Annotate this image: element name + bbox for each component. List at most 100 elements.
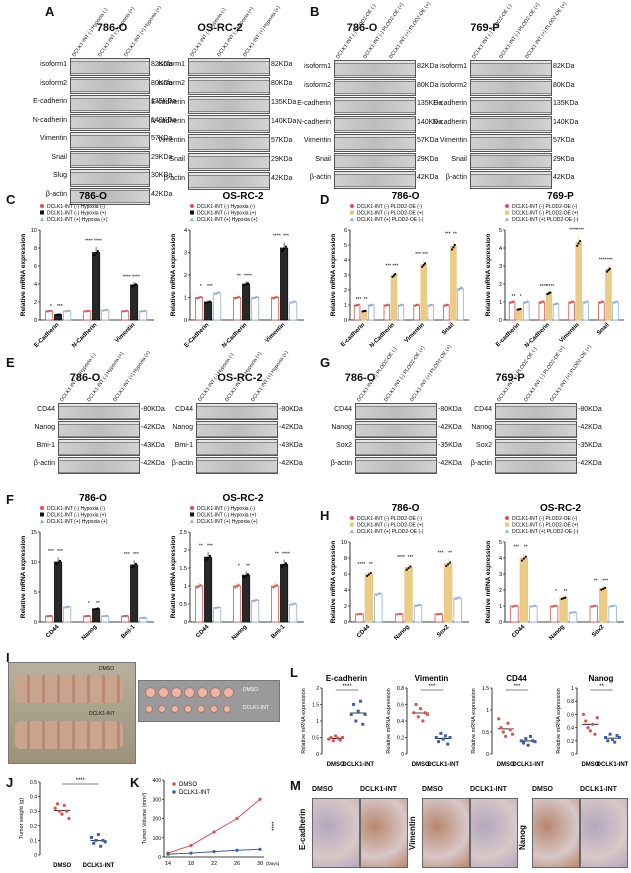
bar-point xyxy=(105,614,109,617)
bar-point xyxy=(234,586,237,589)
legend-marker xyxy=(505,210,509,215)
blot-band xyxy=(335,136,415,150)
bar-point xyxy=(542,300,545,303)
y-tick-label: 2 xyxy=(34,300,37,306)
y-tick-label: 0.6 xyxy=(397,703,404,709)
legend-marker xyxy=(190,210,194,215)
blot-kda-label: -43KDa xyxy=(279,442,303,449)
bar-point xyxy=(243,284,246,287)
bar xyxy=(251,600,260,623)
bar-point xyxy=(293,300,297,303)
blot-protein-label: CD44 xyxy=(175,406,193,413)
bar xyxy=(374,593,383,623)
bar-point xyxy=(375,594,378,597)
blot-band xyxy=(356,459,436,473)
blot-kda-label: -43KDa xyxy=(141,442,165,449)
bar-point xyxy=(562,597,565,600)
y-axis-label: Relative mRNA expression xyxy=(386,688,392,753)
legend-label: DCLK1-INT (-) Hypoxia (-) xyxy=(197,204,255,210)
blot-row xyxy=(70,113,150,131)
bar-point xyxy=(365,574,369,578)
significance-mark: *** xyxy=(48,549,54,555)
bar-point xyxy=(58,559,62,562)
bar-point xyxy=(244,574,248,577)
data-point xyxy=(96,833,100,837)
bar-point xyxy=(199,295,202,299)
x-tick-label: Snail xyxy=(596,322,611,337)
bar-point xyxy=(460,286,464,289)
bar xyxy=(195,585,204,623)
blot-protein-label: Nanog xyxy=(34,424,55,431)
bar-point xyxy=(102,309,105,312)
blot-row xyxy=(334,134,416,152)
blot-protein-label: N-cadherin xyxy=(32,116,67,124)
bar-point xyxy=(93,254,96,257)
bar-point xyxy=(208,300,212,303)
bar-point xyxy=(123,614,127,618)
bar-point xyxy=(87,309,90,312)
bar-point xyxy=(553,605,556,608)
data-point xyxy=(604,736,608,739)
bar-point xyxy=(47,309,51,313)
y-tick-label: 200 xyxy=(153,817,162,823)
y-tick-label: 4 xyxy=(184,228,187,234)
blot-protein-label: isoform2 xyxy=(40,79,67,87)
blot-protein-label: β-actin xyxy=(163,175,185,182)
bar-point xyxy=(246,573,250,576)
bar-point xyxy=(387,303,390,306)
bar-point xyxy=(281,249,284,252)
tumor-sample xyxy=(223,687,234,698)
panel-label-i: I xyxy=(6,650,10,665)
bar-point xyxy=(275,584,278,587)
blot-protein-label: β-actin xyxy=(330,460,352,467)
bar xyxy=(139,310,148,321)
blot-row xyxy=(196,457,278,474)
bar-point xyxy=(405,568,408,571)
significance-mark: ** xyxy=(96,601,100,607)
panel-e-cell-osrc2: OS-RC-2 xyxy=(217,372,263,384)
bar xyxy=(605,269,612,321)
y-tick-label: 4 xyxy=(344,258,347,264)
x-tick-label: N-Cadherin xyxy=(524,322,551,348)
data-point xyxy=(89,835,93,839)
bar-point xyxy=(398,612,401,616)
tumor-sample xyxy=(197,687,208,698)
legend-marker xyxy=(190,217,194,221)
ihc-column-header: DCLK1-INT xyxy=(470,786,507,793)
y-tick-label: 0.5 xyxy=(312,736,319,742)
data-point xyxy=(595,716,599,720)
x-tick-label: CD44 xyxy=(511,624,527,640)
blot-row xyxy=(334,97,416,115)
blot-protein-label: CD44 xyxy=(334,406,352,413)
significance-mark: **** xyxy=(546,284,554,290)
data-point xyxy=(610,737,614,741)
chart-title: Nanog xyxy=(589,674,614,683)
significance-mark: * xyxy=(200,284,202,290)
y-tick-label: 0 xyxy=(184,318,187,324)
bar-point xyxy=(67,605,71,608)
bar-point xyxy=(418,603,421,606)
panel-label-a: A xyxy=(45,4,55,19)
y-tick-label: 1 xyxy=(499,604,502,610)
legend-label: DCLK1-INT (-) PLOD2-OE (+) xyxy=(357,523,424,529)
significance-mark: * xyxy=(88,601,90,607)
bar-point xyxy=(214,607,217,610)
y-tick-label: 1.5 xyxy=(312,703,319,709)
data-point xyxy=(55,802,60,806)
y-axis-label: Relative mRNA expression xyxy=(471,688,477,753)
bar-point xyxy=(586,300,589,303)
ihc-marker-label: Nanog xyxy=(518,825,527,850)
blot-protein-label: Bmi-1 xyxy=(174,442,193,449)
bar-point xyxy=(234,297,237,300)
blot-protein-label: Snail xyxy=(315,155,331,163)
blot-protein-label: β-actin xyxy=(309,174,331,181)
blot-protein-label: Bmi-1 xyxy=(36,442,55,449)
x-tick-label: 26 xyxy=(234,861,240,867)
significance-mark: ** xyxy=(512,294,516,300)
y-tick-label: 3 xyxy=(499,264,502,270)
blot-row xyxy=(70,58,150,76)
chart-title: CD44 xyxy=(506,674,527,683)
bar-point xyxy=(391,275,394,278)
legend-label: DCLK1-INT (-) PLOD2-OE (-) xyxy=(357,204,423,210)
